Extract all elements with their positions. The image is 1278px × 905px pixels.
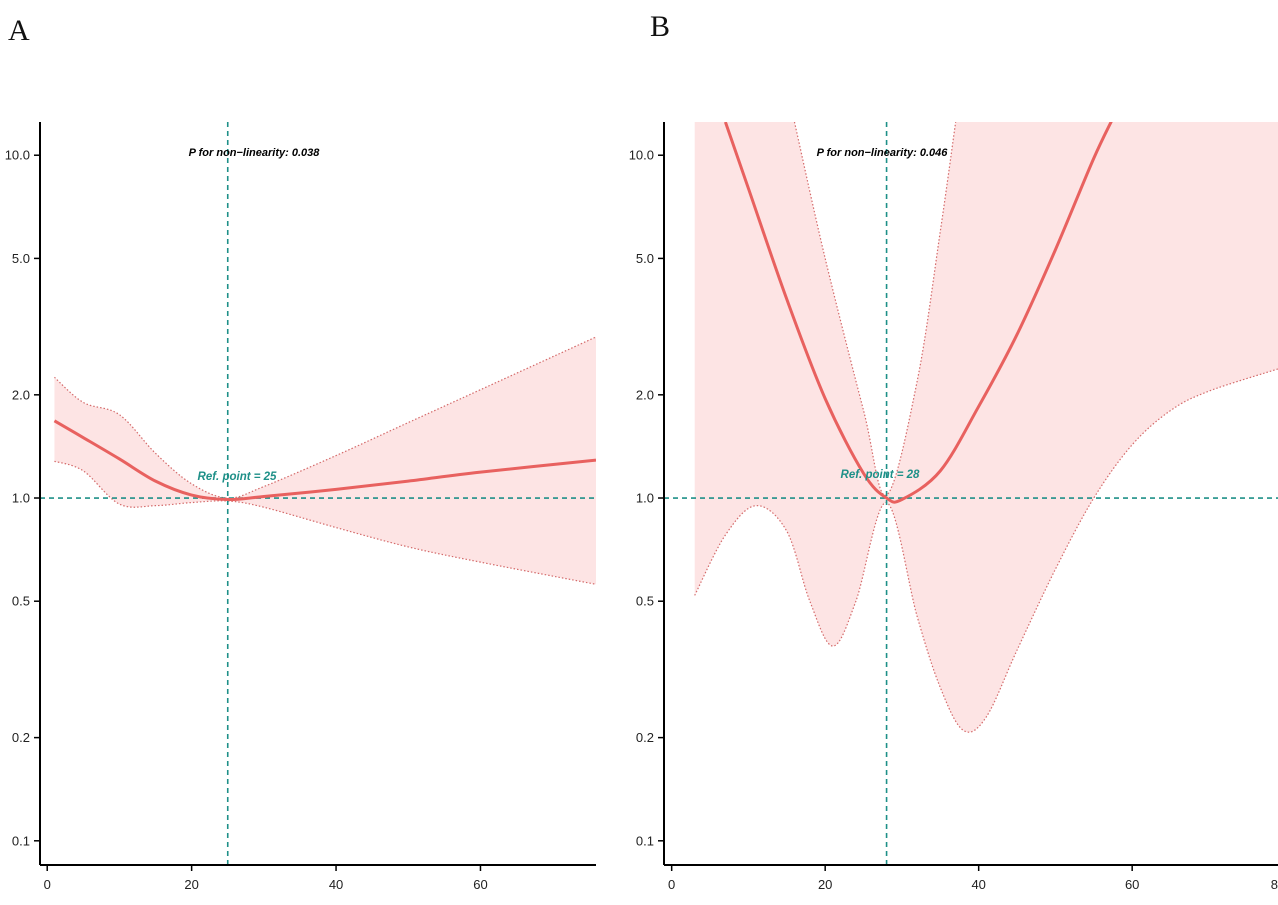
confidence-band (694, 122, 1278, 733)
x-tick-label: 20 (818, 877, 832, 892)
estimate-curve (53, 419, 596, 502)
upper-bound-line (54, 336, 596, 499)
y-tick-label: 0.2 (636, 730, 654, 745)
plot-area (664, 122, 1278, 865)
x-tick-label: 60 (473, 877, 487, 892)
y-tick-label: 5.0 (12, 251, 30, 266)
y-tick-label: 0.1 (12, 833, 30, 848)
reference-point-label: Ref. point = 25 (198, 471, 278, 483)
y-tick-label: 10.0 (5, 148, 30, 163)
y-tick-label: 2.0 (636, 387, 654, 402)
y-tick-label: 0.5 (12, 594, 30, 609)
x-tick-label: 40 (971, 877, 985, 892)
lower-bound-line (54, 460, 596, 585)
y-tick-label: 2.0 (12, 387, 30, 402)
y-tick-label: 5.0 (636, 251, 654, 266)
estimate-curve (723, 122, 1113, 504)
panel-a-chart: 0.1 0.2 0.5 1.0 2.0 5.0 10.0 0 20 40 60 P for non−l… (5, 122, 596, 892)
x-tick-label: 20 (184, 877, 198, 892)
x-tick-label: 0 (44, 877, 51, 892)
plot-area (40, 122, 596, 865)
nonlinearity-annotation: P for non−linearity: 0.038 (189, 147, 321, 159)
x-tick-label: 0 (668, 877, 675, 892)
panel-a-letter: A (8, 14, 30, 47)
nonlinearity-annotation: P for non−linearity: 0.046 (817, 147, 949, 159)
x-tick-label: 60 (1125, 877, 1139, 892)
panel-b-letter: B (650, 10, 671, 43)
y-tick-label: 1.0 (636, 491, 654, 506)
x-tick-label: 8 (1271, 877, 1278, 892)
y-tick-label: 1.0 (12, 491, 30, 506)
panel-b-chart: 0.1 0.2 0.5 1.0 2.0 5.0 10.0 0 20 40 60 8 P for non−… (629, 122, 1278, 892)
x-tick-label: 40 (329, 877, 343, 892)
y-tick-label: 10.0 (629, 148, 654, 163)
lower-bound-line (694, 368, 1278, 733)
y-tick-label: 0.1 (636, 833, 654, 848)
y-tick-label: 0.5 (636, 594, 654, 609)
reference-point-label: Ref. point = 28 (841, 469, 921, 481)
y-tick-label: 0.2 (12, 730, 30, 745)
